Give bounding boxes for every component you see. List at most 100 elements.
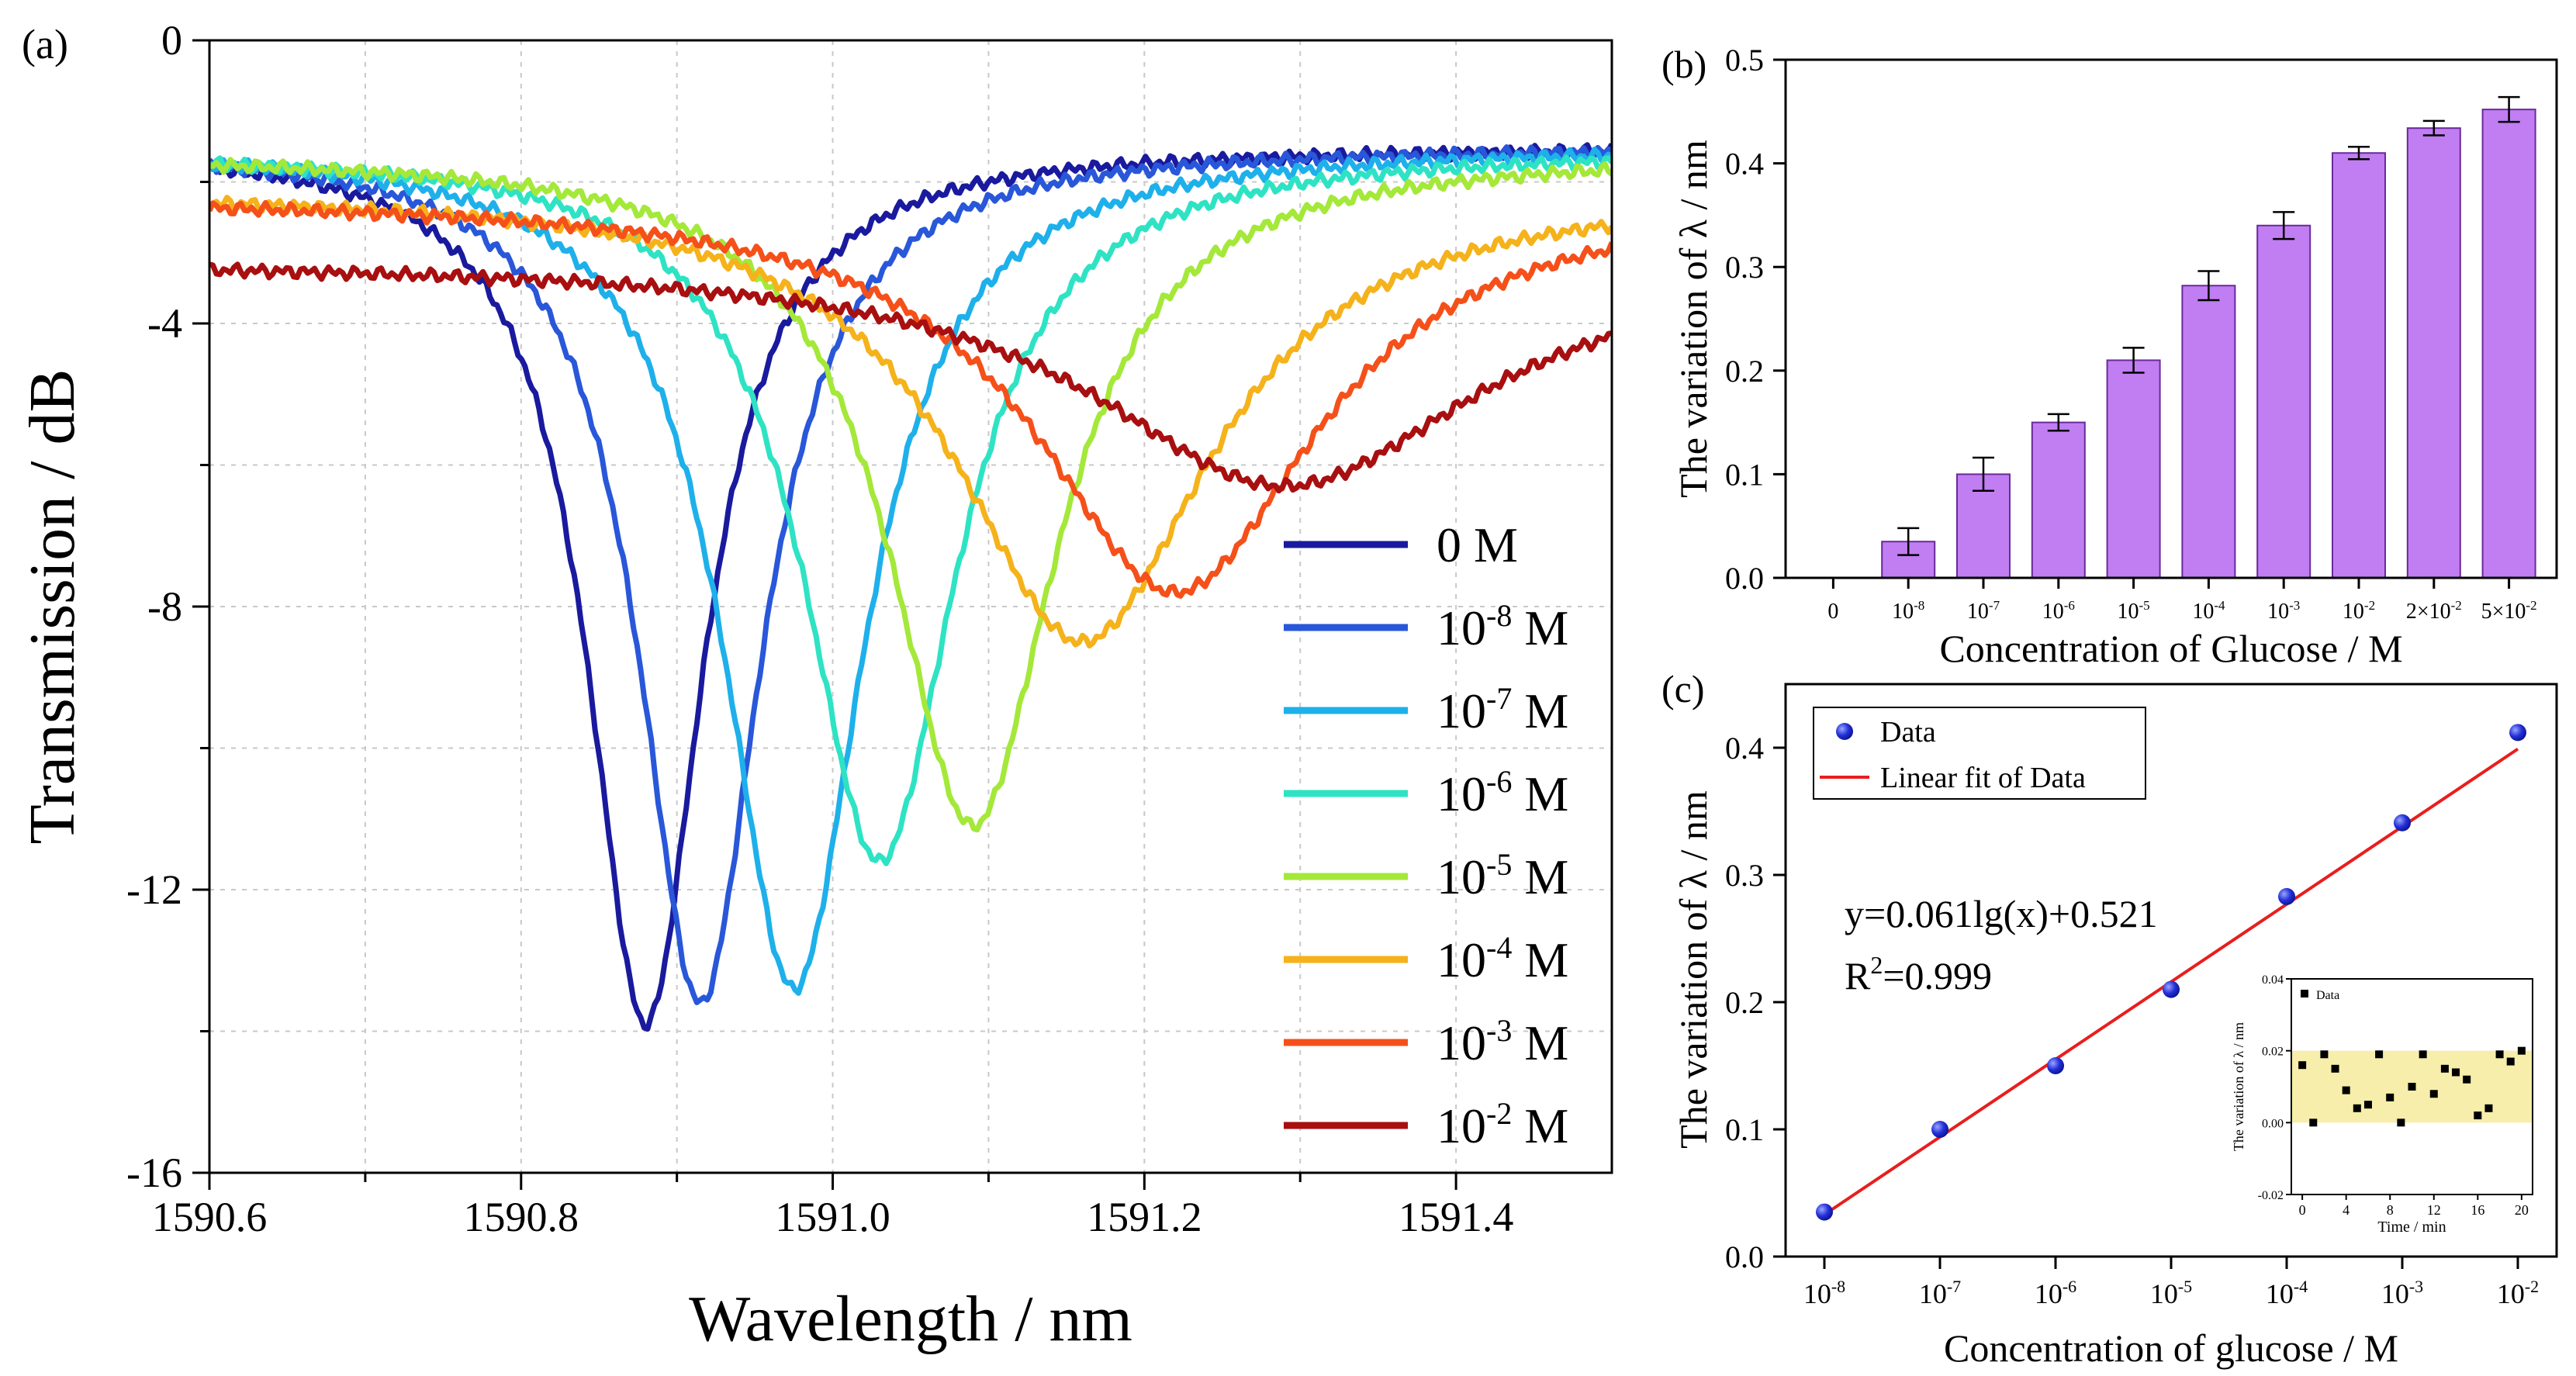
panel-a-legend-label-exp: -5 — [1486, 847, 1512, 882]
panel-c-inset-point — [2397, 1118, 2405, 1127]
panel-b-x-tick-label-exp: -2 — [2526, 598, 2536, 613]
panel-c-x-tick-label-base: 10 — [2381, 1278, 2409, 1309]
panel-c-inset-point — [2408, 1083, 2416, 1091]
panel-b-x-tick-label-base: 2×10 — [2406, 600, 2451, 624]
panel-c-inset-x-axis-title: Time / min — [2377, 1219, 2446, 1236]
panel-b-x-tick-label-base: 5×10 — [2481, 600, 2526, 624]
panel-a-legend: 0 M10-8 M10-7 M10-6 M10-5 M10-4 M10-3 M1… — [1284, 517, 1568, 1153]
panel-b-y-tick-label: 0.4 — [1725, 147, 1764, 182]
panel-b-x-tick-label-base: 10 — [2267, 600, 2289, 624]
panel-b-x-tick-label: 10-2 — [2343, 598, 2375, 624]
panel-b-x-tick-label: 10-4 — [2192, 598, 2225, 624]
panel-b-bar — [2481, 109, 2536, 579]
panel-label-c: (c) — [1661, 667, 1705, 710]
panel-b-bar — [2256, 224, 2311, 579]
panel-c-inset-point — [2463, 1075, 2471, 1084]
panel-c-x-tick-label-base: 10 — [2497, 1278, 2525, 1309]
panel-b-y-tick-label: 0.2 — [1725, 354, 1764, 389]
panel-c-x-tick-label-exp: -3 — [2409, 1277, 2423, 1296]
panel-b-y-tick-label: 0.1 — [1725, 457, 1764, 492]
panel-c-inset-point — [2484, 1104, 2493, 1112]
panel-a-legend-label: 10-8 M — [1437, 598, 1568, 655]
panel-a-legend-label-unit: M — [1512, 1098, 1568, 1153]
panel-c-inset-x-tick-label: 0 — [2299, 1202, 2306, 1218]
panel-c-data-point — [2278, 887, 2295, 905]
panel-c-inset-x-tick-label: 20 — [2515, 1202, 2529, 1218]
panel-a-y-tick-label: -12 — [126, 866, 182, 913]
panel-c-x-tick-label-exp: -2 — [2525, 1277, 2539, 1296]
panel-a-legend-label-base: 10 — [1437, 1015, 1486, 1070]
panel-c-inset-point — [2506, 1057, 2515, 1066]
panel-b-bar-chart: 0 10-8 10-7 10-6 10-5 10-4 10-3 10-2 2×10-2 5×10-… — [1672, 43, 2558, 670]
panel-a-legend-label: 10-7 M — [1437, 681, 1568, 738]
panel-c-x-tick-label-base: 10 — [1803, 1278, 1831, 1309]
panel-c-data-point — [1931, 1121, 1948, 1138]
panel-c-inset-legend-label: Data — [2316, 989, 2339, 1002]
panel-b-x-tick-label-exp: -4 — [2214, 598, 2225, 613]
panel-a-legend-label-unit: M — [1512, 1015, 1568, 1070]
panel-c-r-squared: R2=0.999 — [1845, 951, 1992, 997]
panel-c-data-point — [2047, 1057, 2064, 1074]
panel-b-x-tick-label-base: 0 — [1827, 600, 1838, 624]
panel-a-y-tick-label: -8 — [147, 583, 182, 630]
panel-label-b: (b) — [1661, 43, 1706, 86]
panel-b-bar — [2406, 127, 2461, 579]
panel-b-x-tick-label: 2×10-2 — [2406, 598, 2462, 624]
panel-c-inset-point — [2452, 1068, 2460, 1077]
panel-b-y-tick-label: 0.3 — [1725, 250, 1764, 285]
panel-b-x-tick-label: 10-7 — [1967, 598, 2000, 624]
panel-a-series-line — [209, 154, 1612, 866]
panel-b-x-tick-label-base: 10 — [2343, 600, 2364, 624]
panel-c-inset-point — [2363, 1101, 2372, 1109]
panel-a-y-tick-label: -4 — [147, 300, 182, 347]
panel-b-x-tick-label: 10-6 — [2042, 598, 2075, 624]
panel-c-inset-x-tick-label: 16 — [2471, 1202, 2484, 1218]
panel-b-x-tick-label-exp: -5 — [2139, 598, 2150, 613]
panel-a-legend-label: 10-5 M — [1437, 847, 1568, 904]
panel-c-y-tick-label: 0.4 — [1725, 731, 1764, 766]
panel-a-legend-label-base: 10 — [1437, 600, 1486, 655]
panel-c-legend-data-marker — [1836, 723, 1853, 740]
panel-a-series-line — [209, 147, 1612, 996]
panel-a-series-line — [209, 261, 1612, 494]
panel-c-x-axis-title: Concentration of glucose / M — [1944, 1326, 2398, 1370]
panel-a-curves — [209, 142, 1612, 1032]
panel-c-inset-point — [2375, 1050, 2384, 1059]
panel-c-inset-y-tick-label: 0.02 — [2262, 1046, 2284, 1059]
panel-b-x-tick-label: 10-5 — [2118, 598, 2150, 624]
panel-c-inset-x-tick-label: 8 — [2387, 1202, 2394, 1218]
panel-a-legend-label-exp: -8 — [1486, 598, 1512, 633]
panel-b-y-tick-label: 0.0 — [1725, 561, 1764, 596]
panel-b-frame — [1784, 58, 2558, 579]
panel-b-x-tick-label-base: 10 — [2192, 600, 2214, 624]
panel-c-x-tick-label: 10-3 — [2381, 1277, 2423, 1309]
panel-a-legend-label: 10-6 M — [1437, 764, 1568, 821]
panel-b-x-tick-label: 5×10-2 — [2481, 598, 2537, 624]
panel-c-inset-y-axis-title: The variation of λ / nm — [2231, 1022, 2246, 1151]
panel-c-inset-frame — [2291, 978, 2533, 1195]
panel-c-inset-y-tick-label: 0.00 — [2262, 1117, 2284, 1130]
panel-c-inset-y-tick-label: 0.04 — [2262, 973, 2284, 987]
panel-c-y-tick-label: 0.1 — [1725, 1112, 1764, 1147]
panel-a-x-tick-label: 1591.4 — [1399, 1194, 1514, 1240]
panel-a-x-tick-label: 1591.0 — [775, 1194, 890, 1240]
panel-b-bar — [2332, 152, 2386, 579]
r2-exp: 2 — [1870, 951, 1883, 979]
panel-a-legend-label-unit: M — [1512, 766, 1568, 821]
panel-a-legend-label-exp: -2 — [1486, 1096, 1512, 1131]
panel-a-x-tick-label: 1591.2 — [1087, 1194, 1202, 1240]
panel-c-x-tick-label-base: 10 — [2150, 1278, 2178, 1309]
panel-a-legend-label-base: 10 — [1437, 766, 1486, 821]
panel-c-inset-point — [2495, 1050, 2504, 1059]
panel-c-y-axis-title: The variation of λ / nm — [1672, 790, 1715, 1149]
panel-c-equation: y=0.061lg(x)+0.521 — [1845, 892, 2158, 935]
panel-a-legend-label: 10-4 M — [1437, 930, 1568, 987]
panel-c-inset: Data 0 4 8 12 16 20 -0.02 0.00 0.02 0.04 Time / min… — [2231, 973, 2533, 1236]
panel-c-scatter-chart: 10-8 10-7 10-6 10-5 10-4 10-3 10-20.00.10.20.3… — [1672, 683, 2558, 1370]
panel-b-bar — [2031, 421, 2086, 579]
panel-a-x-tick-label: 1590.6 — [152, 1194, 268, 1240]
panel-c-inset-legend-marker — [2301, 990, 2308, 997]
panel-a-x-axis-title: Wavelength / nm — [689, 1283, 1132, 1355]
panel-c-y-tick-label: 0.3 — [1725, 858, 1764, 893]
